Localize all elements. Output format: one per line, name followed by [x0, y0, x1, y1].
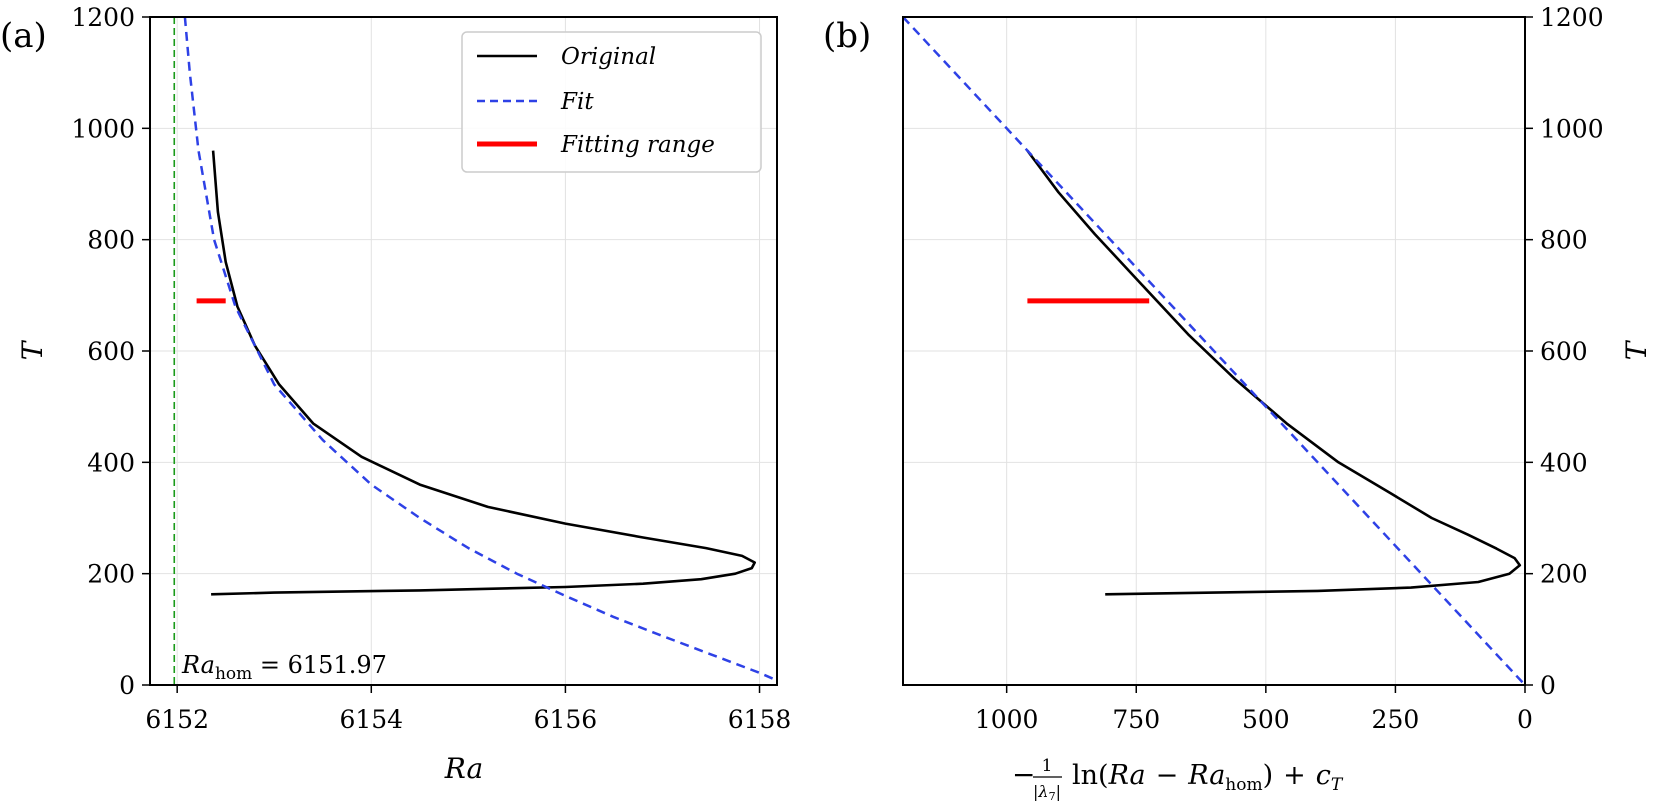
- y-tick-label: 200: [1540, 560, 1588, 589]
- xlabel-fraction-numerator: 1: [1042, 756, 1053, 776]
- y-tick-label: 800: [87, 226, 135, 255]
- x-tick-label: 500: [1242, 705, 1290, 734]
- series-original-line: [211, 150, 757, 596]
- xlabel-ln: ln: [1072, 760, 1098, 791]
- y-tick-label: 200: [87, 560, 135, 589]
- x-tick-label: 1000: [975, 705, 1039, 734]
- panel-a: 6152 6154 6156 6158 0 200 400 600 800 1000 1200 (…: [0, 3, 791, 785]
- legend-original-label: Original: [561, 44, 656, 70]
- x-tick-label: 250: [1372, 705, 1420, 734]
- y-tick-label: 400: [1540, 448, 1588, 477]
- panel-a-y-axis-label: T: [16, 339, 49, 360]
- xlabel-ra: Ra: [1108, 760, 1146, 791]
- xlabel-c: c: [1316, 760, 1331, 791]
- xlabel-ra2: Ra: [1187, 760, 1225, 791]
- y-tick-label: 600: [87, 337, 135, 366]
- panel-b-label: (b): [823, 16, 871, 56]
- xlabel-close: ): [1263, 760, 1274, 791]
- panel-a-x-axis-label: Ra: [444, 752, 483, 785]
- y-tick-label: 0: [119, 671, 135, 700]
- panel-b-y-axis-label: T: [1620, 339, 1653, 360]
- x-tick-label: 6154: [339, 705, 403, 734]
- y-tick-label: 1200: [71, 3, 135, 32]
- legend-fit-label: Fit: [560, 89, 594, 115]
- ra-hom-annotation-sub: hom: [215, 664, 252, 684]
- y-tick-label: 1000: [71, 114, 135, 143]
- x-tick-label: 6152: [145, 705, 209, 734]
- y-tick-label: 1000: [1540, 114, 1604, 143]
- series-fit-line: [902, 16, 1526, 686]
- ra-hom-annotation-value: = 6151.97: [252, 651, 387, 679]
- panel-a-y-ticks: 0 200 400 600 800 1000 1200: [71, 3, 150, 700]
- x-tick-label: 6156: [534, 705, 598, 734]
- x-tick-label: 6158: [728, 705, 792, 734]
- xlabel-minus: −: [1012, 758, 1035, 791]
- panel-b-y-ticks: 0 200 400 600 800 1000 1200: [1525, 3, 1604, 700]
- panel-b: 1000 750 500 250 0 0 200 400 600 800 1000 1200 (b)…: [823, 3, 1653, 803]
- ra-hom-annotation: Rahom = 6151.97: [181, 651, 387, 684]
- y-tick-label: 600: [1540, 337, 1588, 366]
- xlabel-hom: hom: [1225, 775, 1262, 795]
- panel-a-label: (a): [0, 16, 47, 56]
- ra-hom-annotation-ra: Ra: [181, 651, 215, 679]
- xlabel-c-sub: T: [1331, 775, 1344, 795]
- legend-frame: [461, 31, 762, 173]
- xlabel-fraction-denominator: |λ7|: [1033, 782, 1061, 803]
- xlabel-lambda: λ: [1037, 782, 1048, 801]
- y-tick-label: 400: [87, 448, 135, 477]
- x-tick-label: 0: [1517, 705, 1533, 734]
- xlabel-open: (: [1098, 760, 1109, 791]
- panel-b-x-axis-label: − 1 |λ7| ln(Ra − Rahom) + cT: [1012, 756, 1344, 803]
- legend: Original Fit Fitting range: [461, 31, 762, 173]
- x-tick-label: 750: [1112, 705, 1160, 734]
- xlabel-minus2: −: [1156, 760, 1179, 791]
- xlabel-plus: +: [1283, 760, 1306, 791]
- panel-b-series: [902, 16, 1526, 686]
- y-tick-label: 1200: [1540, 3, 1604, 32]
- panel-a-x-ticks: 6152 6154 6156 6158: [145, 685, 791, 734]
- series-original-line: [1026, 149, 1522, 596]
- panel-a-series: [183, 16, 778, 682]
- xlabel-rest: ln(Ra − Rahom) + cT: [1072, 760, 1344, 795]
- panel-b-x-ticks: 1000 750 500 250 0: [975, 685, 1533, 734]
- xlabel-lambda-sub: 7: [1049, 790, 1056, 803]
- legend-fitting-range-label: Fitting range: [560, 132, 715, 158]
- y-tick-label: 800: [1540, 226, 1588, 255]
- y-tick-label: 0: [1540, 671, 1556, 700]
